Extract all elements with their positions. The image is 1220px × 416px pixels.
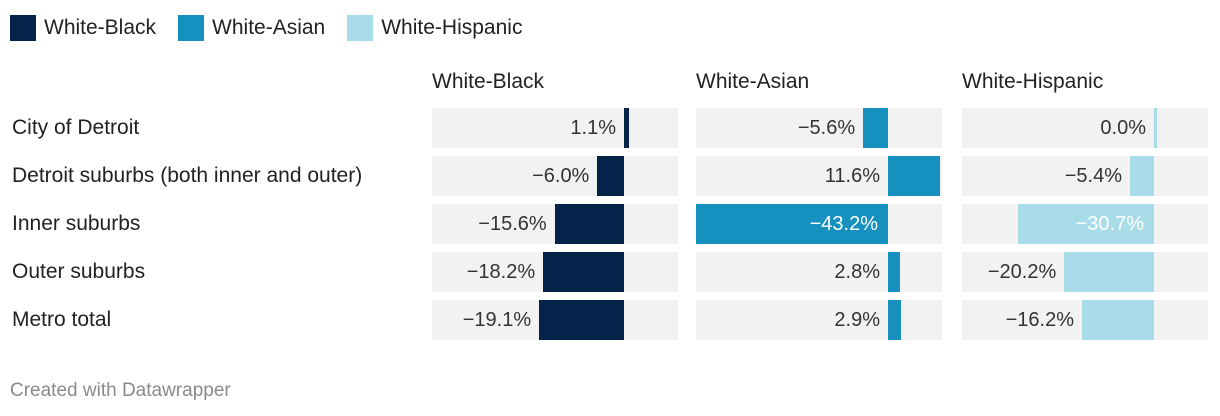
- value-label-white-black-detroit-suburbs-both-inner-and-outer: −6.0%: [532, 165, 590, 187]
- bar-white-hispanic-detroit-suburbs-both-inner-and-outer: [1130, 156, 1154, 196]
- cell-white-asian-outer-suburbs: 2.8%: [696, 252, 942, 292]
- bar-white-asian-detroit-suburbs-both-inner-and-outer: [888, 156, 940, 196]
- bar-white-hispanic-city-of-detroit: [1154, 108, 1157, 148]
- bar-white-black-outer-suburbs: [543, 252, 624, 292]
- value-label-white-asian-detroit-suburbs-both-inner-and-outer: 11.6%: [824, 165, 880, 187]
- row-label-outer-suburbs: Outer suburbs: [12, 260, 146, 283]
- bar-white-black-city-of-detroit: [624, 108, 629, 148]
- cell-white-asian-metro-total: 2.9%: [696, 300, 942, 340]
- bar-white-asian-city-of-detroit: [863, 108, 888, 148]
- cell-white-asian-city-of-detroit: −5.6%: [696, 108, 942, 148]
- cell-white-asian-detroit-suburbs-both-inner-and-outer: 11.6%: [696, 156, 942, 196]
- bar-white-hispanic-inner-suburbs: [1017, 204, 1154, 244]
- legend-item-white-hispanic: White-Hispanic: [347, 15, 522, 41]
- cell-white-asian-inner-suburbs: −43.2%: [696, 204, 942, 244]
- column-title-white-asian: White-Asian: [696, 70, 810, 93]
- cell-white-hispanic-outer-suburbs: −20.2%: [962, 252, 1208, 292]
- cell-white-hispanic-detroit-suburbs-both-inner-and-outer: −5.4%: [962, 156, 1208, 196]
- bar-white-hispanic-metro-total: [1082, 300, 1154, 340]
- bar-white-asian-metro-total: [888, 300, 901, 340]
- legend-label-white-asian: White-Asian: [212, 16, 326, 39]
- legend-swatch-white-black: [10, 15, 36, 41]
- bar-white-asian-outer-suburbs: [888, 252, 901, 292]
- legend: White-Black White-Asian White-Hispanic: [10, 12, 544, 44]
- value-label-white-hispanic-inner-suburbs: −30.7%: [1075, 213, 1144, 235]
- footer-credit: Created with Datawrapper: [10, 380, 231, 401]
- cell-white-black-outer-suburbs: −18.2%: [432, 252, 678, 292]
- bar-white-asian-inner-suburbs: [696, 204, 888, 244]
- legend-swatch-white-asian: [178, 15, 205, 41]
- value-label-white-asian-outer-suburbs: 2.8%: [834, 261, 880, 283]
- column-title-white-black: White-Black: [432, 70, 545, 93]
- value-label-white-hispanic-city-of-detroit: 0.0%: [1100, 117, 1146, 139]
- bar-white-black-inner-suburbs: [554, 204, 624, 244]
- value-label-white-black-outer-suburbs: −18.2%: [466, 261, 536, 283]
- value-label-white-hispanic-outer-suburbs: −20.2%: [987, 261, 1057, 283]
- row-label-metro-total: Metro total: [12, 308, 112, 331]
- legend-item-white-asian: White-Asian: [178, 15, 325, 41]
- legend-label-white-hispanic: White-Hispanic: [381, 16, 523, 39]
- legend-item-white-black: White-Black: [10, 15, 156, 41]
- cell-white-hispanic-metro-total: −16.2%: [962, 300, 1208, 340]
- cell-white-black-inner-suburbs: −15.6%: [432, 204, 678, 244]
- cell-white-black-metro-total: −19.1%: [432, 300, 678, 340]
- bar-white-black-detroit-suburbs-both-inner-and-outer: [597, 156, 624, 196]
- value-label-white-black-inner-suburbs: −15.6%: [478, 213, 547, 235]
- legend-swatch-white-hispanic: [347, 15, 374, 41]
- row-label-detroit-suburbs-both-inner-and-outer: Detroit suburbs (both inner and outer): [12, 164, 363, 187]
- bar-white-black-metro-total: [539, 300, 624, 340]
- cell-white-black-detroit-suburbs-both-inner-and-outer: −6.0%: [432, 156, 678, 196]
- value-label-white-asian-inner-suburbs: −43.2%: [809, 213, 878, 235]
- value-label-white-asian-metro-total: 2.9%: [834, 309, 880, 331]
- value-label-white-black-city-of-detroit: 1.1%: [570, 117, 616, 139]
- cell-white-hispanic-city-of-detroit: 0.0%: [962, 108, 1208, 148]
- column-title-white-hispanic: White-Hispanic: [962, 70, 1104, 93]
- cell-white-black-city-of-detroit: 1.1%: [432, 108, 678, 148]
- value-label-white-hispanic-metro-total: −16.2%: [1005, 309, 1074, 331]
- cell-white-hispanic-inner-suburbs: −30.7%: [962, 204, 1208, 244]
- value-label-white-black-metro-total: −19.1%: [462, 309, 532, 331]
- bar-white-hispanic-outer-suburbs: [1064, 252, 1154, 292]
- row-label-inner-suburbs: Inner suburbs: [12, 212, 141, 235]
- value-label-white-asian-city-of-detroit: −5.6%: [797, 117, 856, 139]
- legend-label-white-black: White-Black: [44, 16, 157, 39]
- value-label-white-hispanic-detroit-suburbs-both-inner-and-outer: −5.4%: [1064, 165, 1122, 187]
- row-label-city-of-detroit: City of Detroit: [12, 116, 140, 139]
